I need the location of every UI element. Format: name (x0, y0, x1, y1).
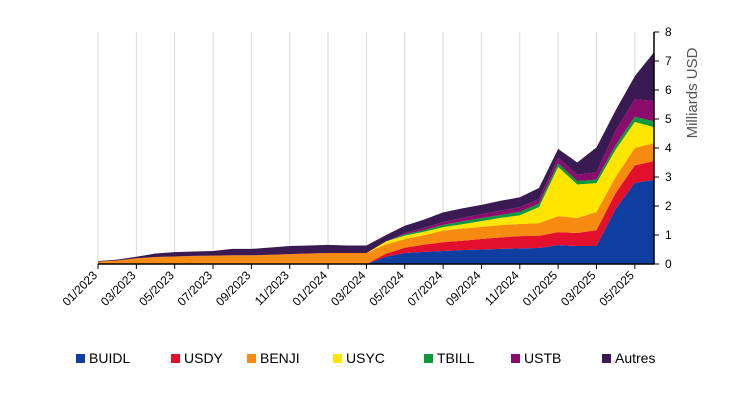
y-tick-labels: 0 1 2 3 4 5 6 7 8 (665, 25, 672, 271)
legend-label-benji: BENJI (260, 350, 300, 366)
legend-label-tbill: TBILL (437, 350, 475, 366)
y-tick-label: 8 (665, 25, 672, 39)
legend-label-autres: Autres (615, 350, 655, 366)
x-tick-label: 09/2023 (213, 268, 254, 309)
x-tick-label: 05/2023 (136, 268, 177, 309)
legend-swatch-buidl (76, 354, 85, 363)
axes (97, 31, 659, 269)
x-tick-label: 05/2024 (366, 268, 407, 309)
x-tick-label: 11/2024 (482, 268, 522, 308)
legend-swatch-ustb (511, 354, 520, 363)
y-tick-label: 6 (665, 83, 672, 97)
y-tick-label: 2 (665, 199, 672, 213)
legend-label-buidl: BUIDL (89, 350, 130, 366)
legend-swatch-usyc (333, 354, 342, 363)
legend-swatch-tbill (424, 354, 433, 363)
x-tick-label: 01/2024 (290, 268, 331, 309)
area-series (98, 52, 654, 264)
legend-label-ustb: USTB (524, 350, 561, 366)
area-buidl (98, 179, 654, 264)
x-tick-label: 09/2024 (443, 268, 484, 309)
y-tick-label: 5 (665, 112, 672, 126)
y-tick-label: 4 (665, 141, 672, 155)
x-tick-label: 11/2023 (252, 268, 292, 308)
legend-swatch-usdy (171, 354, 180, 363)
x-tick-labels: 01/202303/202305/202307/202309/202311/20… (60, 268, 638, 309)
legend-label-usdy: USDY (184, 350, 224, 366)
y-tick-label: 1 (665, 228, 672, 242)
x-tick-label: 01/2023 (60, 268, 101, 309)
x-tick-label: 07/2024 (405, 268, 446, 309)
x-tick-label: 03/2023 (98, 268, 139, 309)
legend-swatch-benji (247, 354, 256, 363)
y-tick-label: 3 (665, 170, 672, 184)
y-tick-label: 0 (665, 257, 672, 271)
area-benji (98, 143, 654, 264)
legend: BUIDL USDY BENJI USYC TBILL USTB Autres (76, 350, 655, 366)
y-axis-label: Milliards USD (684, 47, 701, 138)
x-tick-label: 07/2023 (175, 268, 216, 309)
x-tick-label: 01/2025 (520, 268, 561, 309)
x-tick-label: 05/2025 (596, 268, 637, 309)
area-usdy (98, 161, 654, 264)
legend-label-usyc: USYC (346, 350, 385, 366)
x-tick-label: 03/2025 (558, 268, 599, 309)
x-tick-label: 03/2024 (328, 268, 369, 309)
y-tick-label: 7 (665, 54, 672, 68)
legend-swatch-autres (602, 354, 611, 363)
